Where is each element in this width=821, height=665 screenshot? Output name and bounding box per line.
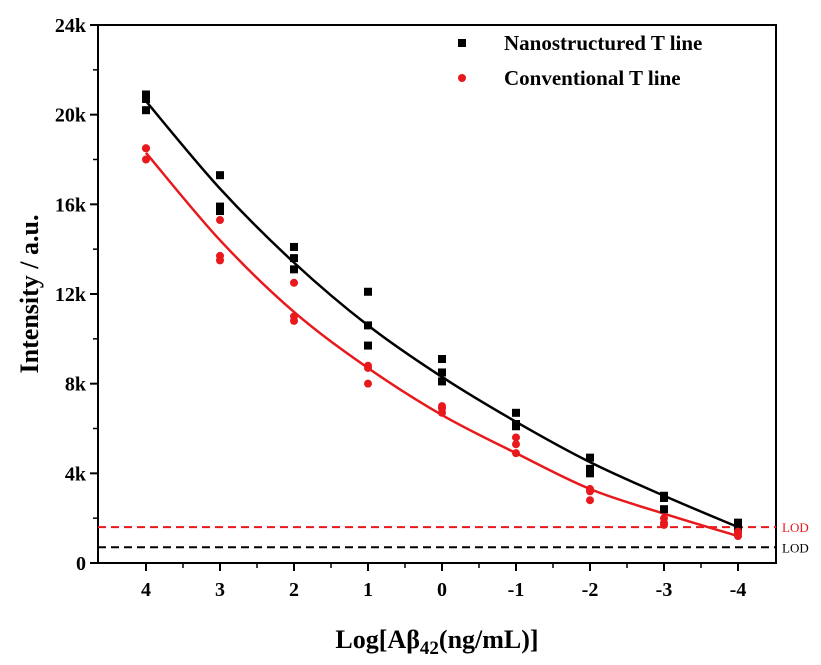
data-point-square (364, 341, 372, 350)
x-tick-label: 1 (363, 579, 373, 601)
x-tick-label: 3 (215, 579, 225, 601)
tick-labels: 0 4k 8k 12k 16k 20k 24k 4 3 2 1 0 -1 -2 -3 -4 (55, 15, 746, 601)
data-point-circle (290, 316, 298, 325)
x-tick-label: 0 (437, 579, 447, 601)
axis-ticks (90, 24, 739, 571)
y-tick-label: 16k (55, 194, 87, 216)
data-point-circle (512, 433, 520, 442)
x-tick-label: -1 (508, 579, 525, 601)
y-tick-label: 20k (55, 105, 87, 127)
data-point-square (734, 518, 742, 527)
y-tick-label: 8k (65, 374, 87, 396)
data-point-circle (586, 496, 594, 505)
data-point-circle (216, 256, 224, 265)
data-point-circle (512, 440, 520, 449)
y-tick-label: 12k (55, 284, 87, 306)
data-point-circle (364, 363, 372, 372)
data-point-circle (660, 520, 668, 529)
x-tick-label: -3 (656, 579, 673, 601)
legend-marker-square (458, 39, 466, 47)
data-point-square (216, 202, 224, 211)
legend: Nanostructured T line Conventional T line (458, 31, 702, 90)
x-axis-title-main: Log[Aβ (335, 625, 419, 654)
data-point-square (290, 265, 298, 274)
data-point-square (438, 377, 446, 386)
data-point-square (142, 106, 150, 115)
fit-curve (145, 100, 739, 529)
data-point-circle (438, 408, 446, 417)
x-tick-label: 4 (141, 579, 151, 601)
x-axis-title: Log[Aβ42(ng/mL)] (335, 625, 538, 659)
data-point-square (438, 355, 446, 364)
fit-curves (145, 100, 739, 538)
data-points (142, 90, 742, 541)
data-point-square (290, 242, 298, 251)
data-point-square (364, 287, 372, 296)
legend-marker-circle (458, 74, 466, 82)
data-point-circle (290, 278, 298, 287)
x-tick-label: -4 (730, 579, 747, 601)
data-point-square (216, 207, 224, 216)
x-tick-label: 2 (289, 579, 299, 601)
data-point-circle (216, 216, 224, 225)
data-point-square (142, 94, 150, 103)
data-point-square (216, 171, 224, 180)
y-tick-label: 4k (65, 463, 87, 485)
x-tick-label: -2 (582, 579, 599, 601)
fit-curve (145, 151, 739, 538)
x-axis-title-tail: (ng/mL)] (439, 625, 539, 654)
data-point-circle (142, 144, 150, 153)
data-point-square (142, 90, 150, 99)
data-point-square (586, 453, 594, 462)
data-point-square (660, 505, 668, 514)
data-point-square (512, 422, 520, 431)
data-point-square (586, 469, 594, 478)
data-point-circle (142, 155, 150, 164)
data-point-square (438, 368, 446, 377)
data-point-square (290, 254, 298, 263)
data-point-square (660, 493, 668, 502)
data-point-square (512, 408, 520, 417)
data-point-circle (512, 449, 520, 458)
data-point-circle (586, 487, 594, 496)
y-axis-title: Intensity / a.u. (15, 215, 44, 374)
data-point-square (586, 464, 594, 473)
y-tick-label: 0 (76, 553, 86, 575)
plot-frame (97, 24, 777, 564)
data-point-square (364, 321, 372, 330)
y-tick-label: 24k (55, 15, 87, 37)
lod-label: LOD (782, 520, 809, 535)
data-point-circle (364, 379, 372, 388)
data-point-circle (734, 532, 742, 541)
legend-label: Conventional T line (504, 66, 681, 90)
x-axis-title-sub: 42 (420, 638, 439, 659)
lod-label: LOD (782, 540, 809, 555)
legend-label: Nanostructured T line (504, 31, 702, 55)
